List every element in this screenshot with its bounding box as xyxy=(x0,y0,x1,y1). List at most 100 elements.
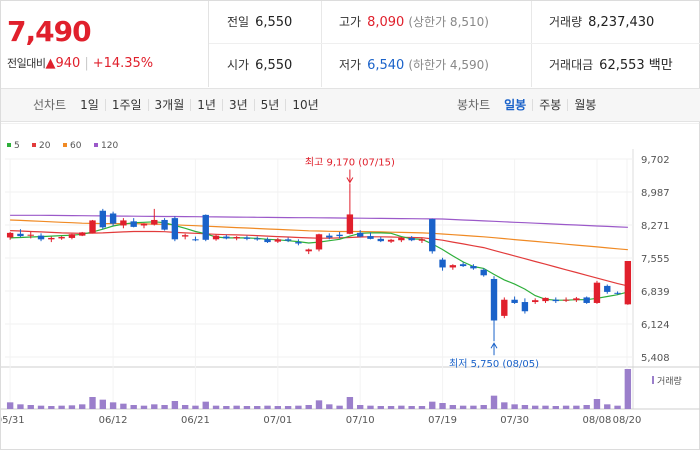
candle-weekly[interactable]: 주봉 xyxy=(532,99,567,111)
period-3m[interactable]: 3개월 xyxy=(147,99,191,111)
volume-bar xyxy=(562,405,570,409)
up-arrow-icon xyxy=(490,342,498,349)
period-10y[interactable]: 10년 xyxy=(285,99,324,111)
candle-body xyxy=(511,299,518,303)
high-annotation: 최고 9,170 (07/15) xyxy=(305,157,395,169)
volume-bar xyxy=(202,401,209,409)
stock-chart[interactable]: 9,702 8,987 8,271 7,555 6,839 6,124 5,408 05/31… xyxy=(0,122,700,451)
candle-body xyxy=(552,299,559,302)
candle-body xyxy=(336,234,343,237)
chart-canvas[interactable]: 9,702 8,987 8,271 7,555 6,839 6,124 5,408 05/31… xyxy=(0,122,700,451)
candle-body xyxy=(181,235,189,237)
volume-bar xyxy=(552,406,559,409)
current-price: 7,490 xyxy=(7,15,92,48)
candle-body xyxy=(254,238,261,240)
candle-body xyxy=(562,299,570,301)
volume-bar xyxy=(79,404,86,409)
candle-body xyxy=(532,300,539,303)
candle-body xyxy=(377,238,384,242)
divider xyxy=(531,1,532,87)
legend-label: 20 xyxy=(39,141,51,151)
info-row: 시가 6,550 저가 6,540 (하한가 4,590) 거래대금 62,553 백만 xyxy=(209,44,700,87)
volume-bar xyxy=(398,405,405,409)
volume-bar xyxy=(48,406,55,409)
candle-body xyxy=(171,218,179,240)
volume-bar xyxy=(315,400,323,409)
legend-swatch xyxy=(94,143,98,147)
price-info-grid: 전일 6,550 고가 8,090 (상한가 8,510) 거래량 8,237,430 … xyxy=(209,1,700,87)
candle-body xyxy=(99,210,106,228)
volume-bar xyxy=(6,402,14,409)
up-arrow-icon: ▲ xyxy=(45,56,56,71)
candle-body xyxy=(305,249,312,252)
candle-body xyxy=(120,220,127,226)
candle-body xyxy=(109,213,117,224)
open-price: 시가 6,550 xyxy=(227,58,293,73)
volume-bar xyxy=(521,405,529,409)
price-summary: 7,490 전일대비▲940 | +14.35% xyxy=(1,1,209,87)
candle-body xyxy=(68,234,76,238)
candle-body xyxy=(192,239,199,241)
period-3y[interactable]: 3년 xyxy=(221,99,254,111)
volume-bar xyxy=(542,405,549,409)
volume-bar xyxy=(573,405,580,409)
candle-monthly[interactable]: 월봉 xyxy=(567,99,602,111)
candle-body xyxy=(315,234,323,250)
volume-bar xyxy=(614,405,621,409)
period-5y[interactable]: 5년 xyxy=(253,99,286,111)
candle-body xyxy=(58,237,65,239)
period-1d[interactable]: 1일 xyxy=(80,98,99,112)
divider: | xyxy=(84,56,89,71)
volume-bar xyxy=(284,406,292,409)
x-tick-label: 07/30 xyxy=(500,415,529,426)
volume-bar xyxy=(264,405,271,409)
volume-bar xyxy=(387,406,395,409)
volume-bar xyxy=(17,404,24,409)
candle-body xyxy=(429,219,436,252)
candle-body xyxy=(37,235,45,240)
volume-bar xyxy=(356,405,364,409)
volume-bar xyxy=(532,405,539,409)
candle-body xyxy=(48,237,55,240)
volume-bar xyxy=(99,399,106,409)
candle-body xyxy=(27,234,34,236)
info-row: 전일 6,550 고가 8,090 (상한가 8,510) 거래량 8,237,430 xyxy=(209,1,700,44)
candle-body xyxy=(604,285,611,292)
candle-body xyxy=(233,237,240,239)
x-tick-label: 07/01 xyxy=(263,415,292,426)
candle-body xyxy=(243,237,251,239)
volume-bar xyxy=(480,405,487,409)
volume-bar xyxy=(58,405,65,409)
volume-bar xyxy=(377,406,384,409)
period-1w[interactable]: 1주일 xyxy=(104,99,148,111)
candle-body xyxy=(274,239,282,242)
x-tick-label: 06/21 xyxy=(181,415,210,426)
volume: 거래량 8,237,430 xyxy=(549,15,655,30)
period-1y[interactable]: 1년 xyxy=(190,99,222,111)
volume-bar xyxy=(89,397,96,409)
volume-bar xyxy=(449,405,457,409)
low-annotation: 최저 5,750 (08/05) xyxy=(449,358,539,370)
candle-body xyxy=(583,297,590,303)
x-tick-label: 08/08 xyxy=(583,415,612,426)
volume-bar xyxy=(511,404,518,409)
volume-bar xyxy=(470,405,477,409)
candle-body xyxy=(614,292,621,294)
volume-bar xyxy=(490,395,498,409)
volume-bar xyxy=(459,405,467,409)
candle-body xyxy=(439,259,446,268)
candle-body xyxy=(624,260,632,305)
candle-body xyxy=(284,239,292,241)
candle-body xyxy=(89,220,96,233)
y-tick-label: 8,271 xyxy=(641,221,670,232)
volume-bar xyxy=(223,406,230,409)
candle-body xyxy=(459,264,467,267)
candle-daily[interactable]: 일봉 xyxy=(504,98,527,112)
volume-bar xyxy=(305,405,312,409)
candle-body xyxy=(367,236,374,239)
candle-body xyxy=(490,278,498,321)
y-tick-label: 6,839 xyxy=(641,287,670,298)
candle-body xyxy=(140,223,148,226)
candle-body xyxy=(470,266,477,269)
